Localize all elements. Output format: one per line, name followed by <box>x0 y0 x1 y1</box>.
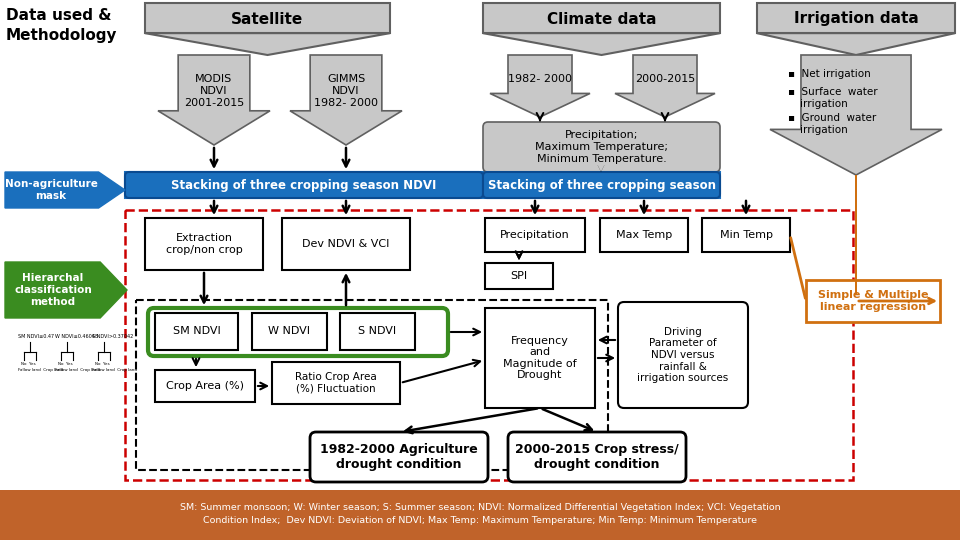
Text: Min Temp: Min Temp <box>719 230 773 240</box>
Text: Irrigation data: Irrigation data <box>794 11 919 26</box>
Text: Crop Area (%): Crop Area (%) <box>166 381 244 391</box>
Bar <box>145 3 390 33</box>
Bar <box>155 313 238 350</box>
FancyBboxPatch shape <box>618 302 748 408</box>
Text: Hierarchal
classification
method: Hierarchal classification method <box>14 273 92 307</box>
Text: irrigation: irrigation <box>800 99 848 109</box>
Text: Ratio Crop Area
(%) Fluctuation: Ratio Crop Area (%) Fluctuation <box>295 372 377 394</box>
Bar <box>855 175 857 295</box>
Text: S NDVI>0.37042: S NDVI>0.37042 <box>92 334 133 339</box>
Polygon shape <box>5 172 125 208</box>
Bar <box>757 3 955 33</box>
Text: 2000-2015 Crop stress/
drought condition: 2000-2015 Crop stress/ drought condition <box>516 443 679 471</box>
Text: SPI: SPI <box>511 271 528 281</box>
Polygon shape <box>5 262 127 318</box>
Text: Precipitation;
Maximum Temperature;
Minimum Temperature.: Precipitation; Maximum Temperature; Mini… <box>535 130 668 164</box>
Text: W NDVI≤0.46048: W NDVI≤0.46048 <box>55 334 98 339</box>
Text: 1982- 2000: 1982- 2000 <box>508 74 572 84</box>
Text: Satellite: Satellite <box>231 11 303 26</box>
Bar <box>485 218 585 252</box>
Text: No  Yes: No Yes <box>95 362 109 366</box>
Bar <box>155 370 255 402</box>
Text: No  Yes: No Yes <box>21 362 36 366</box>
Polygon shape <box>290 55 402 145</box>
Polygon shape <box>615 55 715 117</box>
Text: S NDVI: S NDVI <box>358 327 396 336</box>
Text: Non-agriculture
mask: Non-agriculture mask <box>5 179 97 201</box>
Text: ▪  Ground  water: ▪ Ground water <box>788 113 876 123</box>
Text: Dev NDVI & VCI: Dev NDVI & VCI <box>302 239 390 249</box>
Text: MODIS
NDVI
2001-2015: MODIS NDVI 2001-2015 <box>184 75 244 107</box>
Bar <box>272 362 400 404</box>
Text: Fallow land  Crop land: Fallow land Crop land <box>18 368 63 372</box>
Bar <box>702 218 790 252</box>
Text: GIMMS
NDVI
1982- 2000: GIMMS NDVI 1982- 2000 <box>314 75 378 107</box>
Bar <box>252 313 327 350</box>
Bar <box>10 330 122 450</box>
Text: Climate data: Climate data <box>547 11 657 26</box>
FancyBboxPatch shape <box>508 432 686 482</box>
Bar <box>855 293 857 295</box>
Bar <box>485 308 595 408</box>
Bar <box>125 210 853 480</box>
Text: Frequency
and
Magnitude of
Drought: Frequency and Magnitude of Drought <box>503 335 577 380</box>
Bar <box>600 218 688 252</box>
Bar <box>485 263 553 289</box>
FancyBboxPatch shape <box>125 172 483 198</box>
Polygon shape <box>490 55 590 117</box>
Polygon shape <box>145 33 390 55</box>
Bar <box>855 175 857 295</box>
Text: Extraction
crop/non crop: Extraction crop/non crop <box>166 233 242 255</box>
Bar <box>136 300 608 470</box>
Text: SM NDVI: SM NDVI <box>173 327 221 336</box>
Text: No  Yes: No Yes <box>58 362 73 366</box>
Polygon shape <box>770 55 942 175</box>
Text: Driving
Parameter of
NDVI versus
rainfall &
irrigation sources: Driving Parameter of NDVI versus rainfal… <box>637 327 729 383</box>
Text: Data used &
Methodology: Data used & Methodology <box>6 8 117 43</box>
Text: Stacking of three cropping season NDVI: Stacking of three cropping season NDVI <box>171 179 437 192</box>
Text: ▪  Surface  water: ▪ Surface water <box>788 87 877 97</box>
Text: ▪  Net irrigation: ▪ Net irrigation <box>788 69 871 79</box>
Bar <box>0 490 960 540</box>
Text: SM: Summer monsoon; W: Winter season; S: Summer season; NDVI: Normalized Differe: SM: Summer monsoon; W: Winter season; S:… <box>180 503 780 525</box>
Polygon shape <box>757 33 955 55</box>
Bar <box>340 313 415 350</box>
Bar <box>483 3 720 33</box>
Text: Max Temp: Max Temp <box>616 230 672 240</box>
Text: Simple & Multiple
linear regression: Simple & Multiple linear regression <box>818 290 928 312</box>
Text: Fallow land  Crop land: Fallow land Crop land <box>92 368 137 372</box>
Polygon shape <box>483 33 720 55</box>
Text: 2000-2015: 2000-2015 <box>635 74 695 84</box>
Text: Precipitation: Precipitation <box>500 230 570 240</box>
FancyBboxPatch shape <box>483 122 720 172</box>
Bar <box>282 218 410 270</box>
FancyBboxPatch shape <box>483 172 720 198</box>
Text: SM NDVI≤0.47: SM NDVI≤0.47 <box>18 334 54 339</box>
Text: W NDVI: W NDVI <box>269 327 310 336</box>
Bar <box>125 172 720 198</box>
Text: 1982-2000 Agriculture
drought condition: 1982-2000 Agriculture drought condition <box>320 443 478 471</box>
Polygon shape <box>158 55 270 145</box>
Text: irrigation: irrigation <box>800 125 848 135</box>
Bar <box>145 218 263 270</box>
Text: Stacking of three cropping season: Stacking of three cropping season <box>488 179 715 192</box>
Text: Fallow land  Crop land: Fallow land Crop land <box>55 368 100 372</box>
FancyBboxPatch shape <box>310 432 488 482</box>
Bar <box>806 280 940 322</box>
